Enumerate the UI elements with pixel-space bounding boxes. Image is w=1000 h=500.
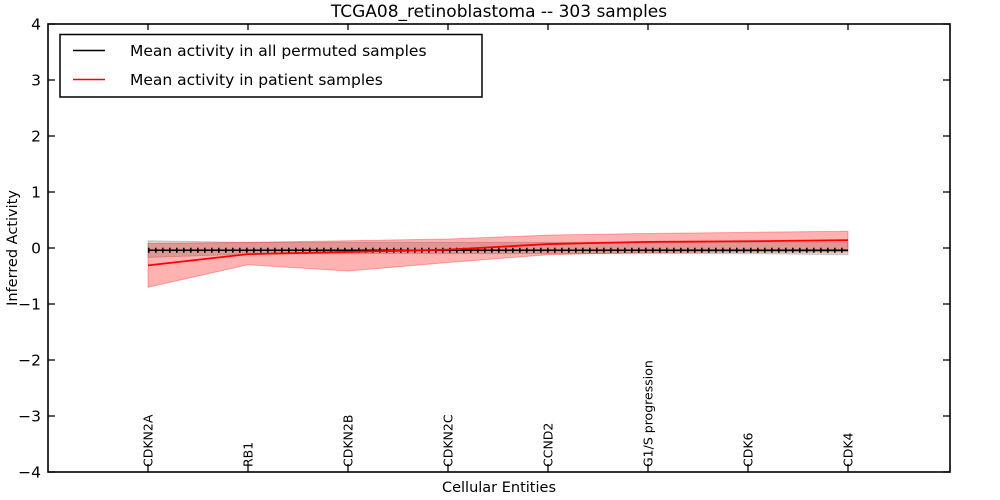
y-tick-label: 3	[31, 72, 41, 90]
x-tick-label: CCND2	[541, 423, 556, 467]
y-tick-label: 2	[31, 128, 41, 146]
y-tick-label: 0	[31, 240, 41, 258]
chart-title: TCGA08_retinoblastoma -- 303 samples	[330, 2, 667, 22]
y-tick-label: 1	[31, 184, 41, 202]
x-axis-label: Cellular Entities	[442, 480, 556, 496]
y-axis-label: Inferred Activity	[5, 190, 21, 306]
x-tick-label: CDK6	[741, 432, 756, 467]
x-tick-label: CDK4	[841, 432, 856, 467]
plot-area: −4 −3 −2 −1 0 1 2 3 4 CDKN2A RB1 CDKN2B CDKN2C CCND2 G…	[18, 16, 951, 482]
x-tick-label: CDKN2C	[441, 414, 456, 467]
x-tick-label: RB1	[241, 442, 256, 467]
x-tick-label: G1/S progression	[641, 360, 656, 467]
legend-label-permuted: Mean activity in all permuted samples	[130, 42, 427, 60]
x-tick-label: CDKN2B	[341, 415, 356, 467]
patient-band	[147, 230, 849, 288]
legend: Mean activity in all permuted samples Me…	[59, 33, 483, 98]
x-tick-label: CDKN2A	[141, 414, 156, 467]
y-tick-label: −1	[18, 296, 41, 314]
patient-mean-line	[147, 239, 849, 267]
y-tick-label: −3	[18, 408, 41, 426]
y-tick-label: 4	[31, 16, 41, 34]
y-tick-label: −2	[18, 352, 41, 370]
legend-label-patient: Mean activity in patient samples	[130, 71, 383, 89]
legend-box	[59, 33, 483, 98]
y-tick-label: −4	[18, 464, 41, 482]
